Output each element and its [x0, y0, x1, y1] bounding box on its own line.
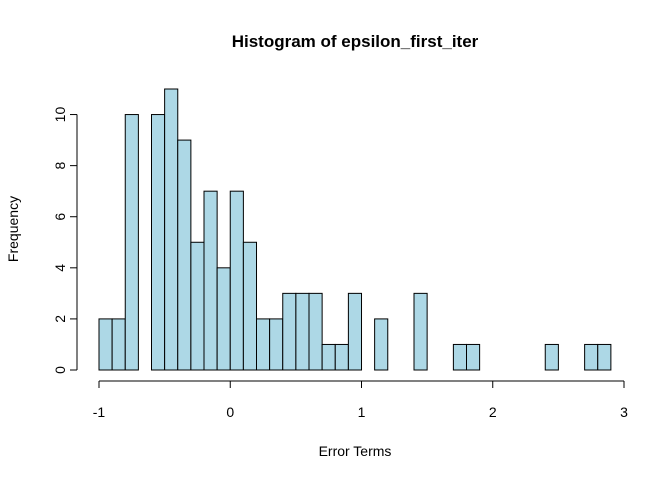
x-tick-label: 0	[226, 404, 234, 420]
histogram-bar	[151, 114, 166, 371]
y-tick-label: 8	[52, 162, 68, 170]
histogram-bar	[544, 343, 559, 371]
y-tick-label: 0	[52, 366, 68, 374]
histogram-bar	[190, 241, 205, 371]
y-tick-label: 6	[52, 213, 68, 221]
histogram-bar	[216, 267, 231, 371]
x-tick-label: 2	[489, 404, 497, 420]
histogram-bar	[295, 292, 310, 371]
histogram-bar	[334, 343, 349, 371]
histogram-bar	[584, 343, 599, 371]
y-axis: 0 2 4 6 8 10	[52, 107, 78, 374]
histogram-bar	[452, 343, 468, 371]
histogram-bar	[413, 292, 428, 371]
y-axis-label: Frequency	[5, 196, 21, 262]
histogram-bar	[347, 292, 363, 371]
x-tick-label: 1	[358, 404, 366, 420]
histogram-bar	[321, 343, 336, 371]
histogram-bar	[177, 139, 192, 371]
histogram-bar	[256, 318, 271, 371]
histogram-bar	[124, 114, 139, 371]
histogram-bar	[164, 88, 179, 371]
histogram-bar	[98, 318, 113, 371]
x-axis-label: Error Terms	[319, 443, 392, 459]
histogram-bar	[111, 318, 126, 371]
y-tick-label: 2	[52, 315, 68, 323]
histogram-bar	[242, 241, 258, 371]
histogram-bar	[282, 292, 297, 371]
chart-title: Histogram of epsilon_first_iter	[232, 32, 479, 51]
histogram-bar	[229, 190, 244, 371]
y-tick-label: 10	[52, 107, 68, 123]
histogram-bar	[374, 318, 389, 371]
histogram-bar	[308, 292, 323, 371]
bars-group	[98, 88, 612, 371]
x-tick-label: -1	[93, 404, 106, 420]
x-axis: -1 0 1 2 3	[93, 380, 628, 420]
histogram-bar	[269, 318, 284, 371]
histogram-bar	[466, 343, 481, 371]
histogram-bar	[597, 343, 612, 371]
histogram-bar	[203, 190, 218, 371]
x-tick-label: 3	[620, 404, 628, 420]
y-tick-label: 4	[52, 264, 68, 272]
